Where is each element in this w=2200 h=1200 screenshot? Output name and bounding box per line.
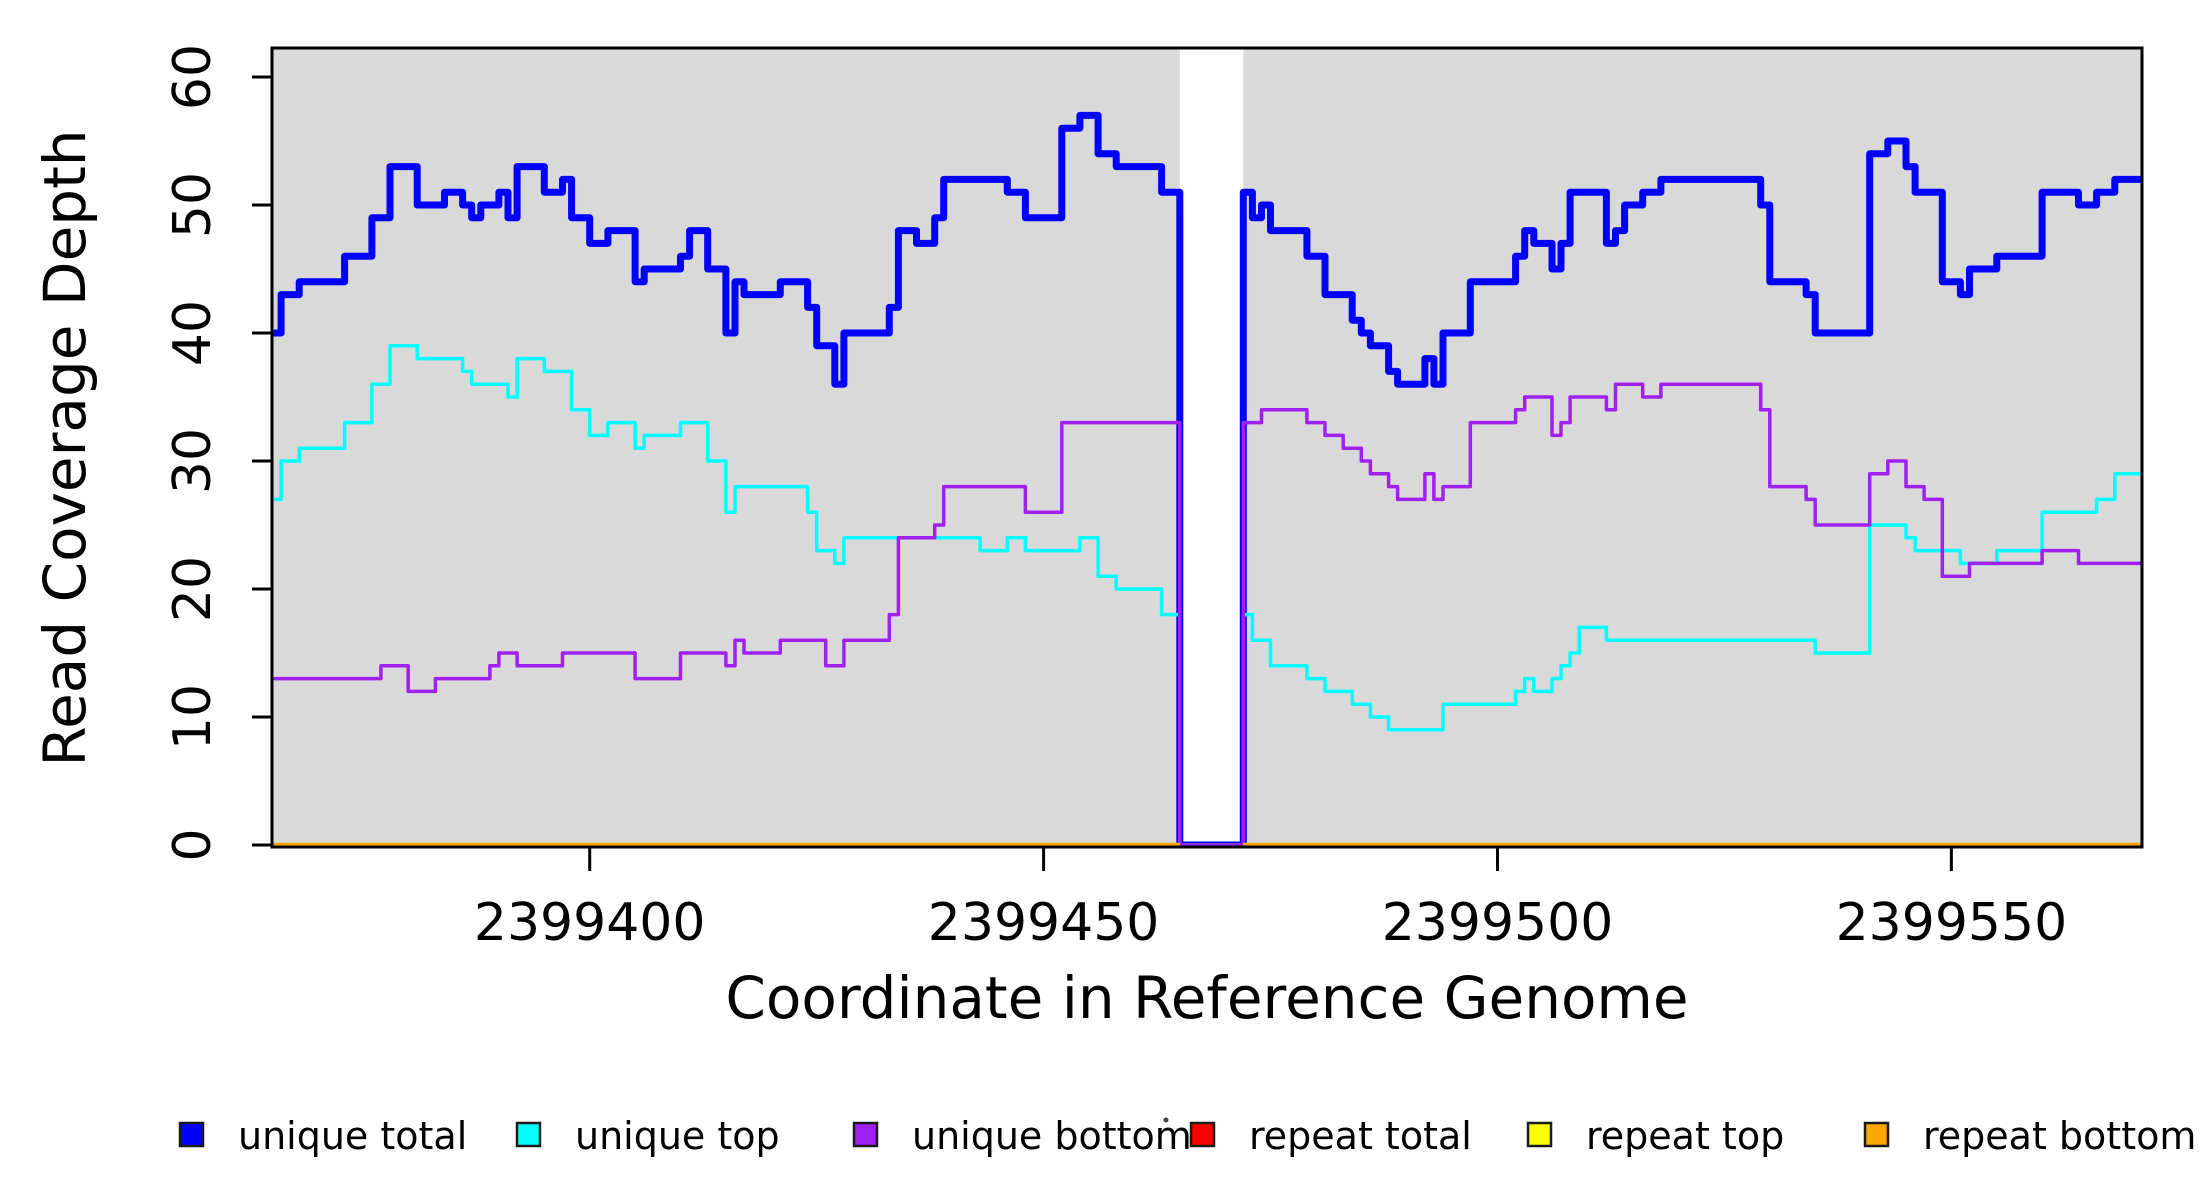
x-tick-label-2399400: 2399400 <box>474 893 706 953</box>
series-unique-bottom-line <box>272 382 2142 847</box>
y-tick-label-10: 10 <box>163 684 223 750</box>
legend-label-unique-bottom: unique bottom <box>912 1114 1192 1158</box>
legend-swatch-unique-top <box>515 1121 542 1148</box>
plot-border <box>270 46 2144 849</box>
y-tick-label-60: 60 <box>163 44 223 110</box>
legend-label-repeat-top: repeat top <box>1586 1114 1784 1158</box>
series-unique-top-line <box>272 344 2142 847</box>
x-tick-label-2399450: 2399450 <box>928 893 1160 953</box>
y-axis-title: Read Coverage Depth <box>31 129 99 766</box>
legend-label-repeat-bottom: repeat bottom <box>1923 1114 2196 1158</box>
legend-swatch-unique-bottom <box>852 1121 879 1148</box>
legend-artifact-dot <box>1163 1117 1169 1123</box>
legend-label-repeat-total: repeat total <box>1249 1114 1472 1158</box>
legend-swatch-repeat-top <box>1526 1121 1553 1148</box>
y-tick-label-30: 30 <box>163 428 223 494</box>
x-tick-label-2399550: 2399550 <box>1836 893 2068 953</box>
series-unique-total-line <box>272 111 2142 849</box>
legend-swatch-unique-total <box>178 1121 205 1148</box>
legend-label-unique-total: unique total <box>238 1114 467 1158</box>
legend-swatch-repeat-total <box>1189 1121 1216 1148</box>
legend-swatch-repeat-bottom <box>1863 1121 1890 1148</box>
y-tick-label-50: 50 <box>163 172 223 238</box>
x-axis-title: Coordinate in Reference Genome <box>725 964 1688 1032</box>
y-tick-label-0: 0 <box>163 828 223 861</box>
no-data-band <box>1179 49 1244 846</box>
x-tick-label-2399500: 2399500 <box>1382 893 1614 953</box>
y-tick-label-20: 20 <box>163 556 223 622</box>
y-tick-label-40: 40 <box>163 300 223 366</box>
legend-label-unique-top: unique top <box>575 1114 780 1158</box>
